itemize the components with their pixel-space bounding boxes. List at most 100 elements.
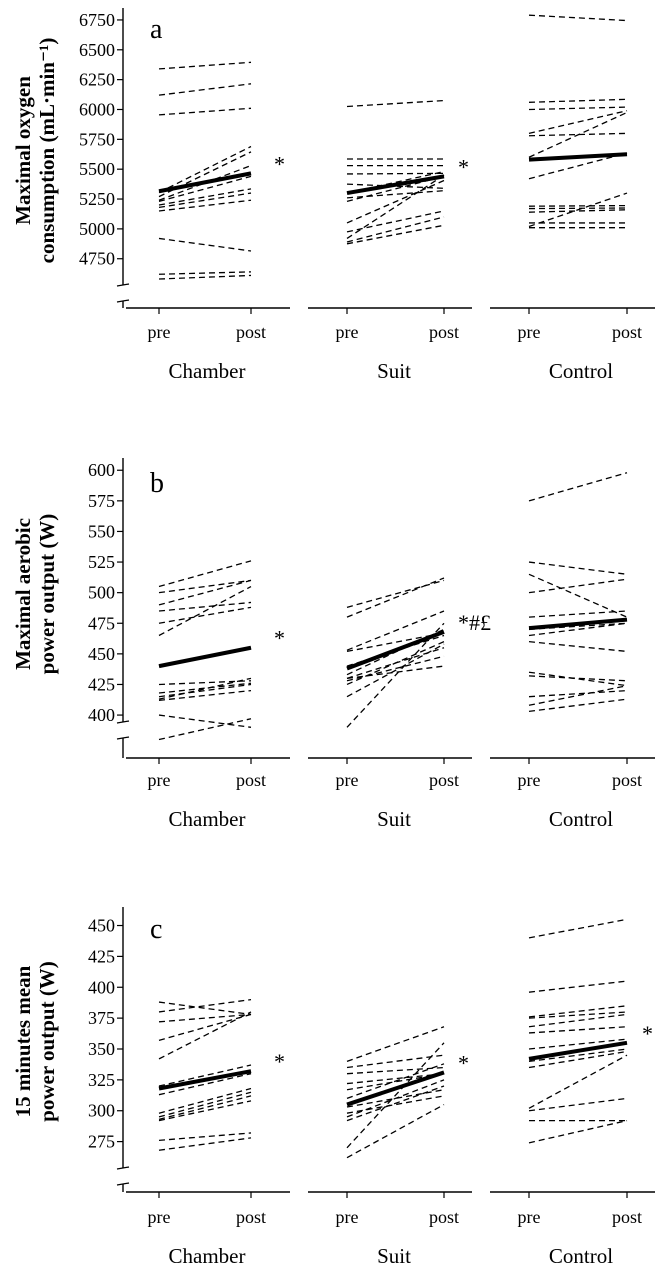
individual-line [528,1119,628,1144]
individual-line [158,1091,252,1118]
individual-line [528,14,628,22]
individual-line [528,1013,628,1028]
individual-line [528,1005,628,1018]
individual-line [528,622,628,637]
individual-line [346,1026,445,1062]
individual-line [346,641,445,686]
individual-line [528,98,628,103]
y-tick-label: 275 [88,1132,115,1152]
condition-label: Suit [377,807,411,831]
individual-line [158,164,252,201]
individual-line [346,1066,445,1075]
group-suit: pre post Suit *#£ [308,577,491,831]
y-axis-label: 15 minutes mean [11,965,35,1117]
individual-line [528,1011,628,1019]
individual-line [346,1042,445,1149]
significance-marker: * [458,1050,469,1075]
mean-line [528,1040,628,1061]
mean-line [158,1069,252,1091]
y-tick-label: 575 [88,491,115,511]
condition-label: Chamber [169,359,246,383]
individual-line [528,622,628,631]
mean-line [528,617,628,631]
x-tick-label-post: post [236,1207,266,1227]
y-tick-label: 550 [88,521,115,541]
y-tick-label: 425 [88,674,115,694]
panel-a: 4750 5000 5250 5500 5750 6000 6250 6500 6750 Maxi… [11,8,655,383]
condition-label: Chamber [169,807,246,831]
x-tick-label-pre: pre [336,1207,359,1227]
y-axis-label: power output (W) [35,961,59,1122]
panel-label: b [150,468,164,499]
x-tick-label-post: post [429,770,459,790]
individual-line [158,680,252,686]
individual-line [158,579,252,594]
individual-line [346,655,445,682]
individual-line [158,192,252,209]
individual-line [158,274,252,280]
individual-line [528,132,628,137]
individual-line [528,918,628,939]
individual-line [528,685,628,706]
individual-line [528,610,628,618]
individual-line [528,207,628,210]
individual-line [158,175,252,203]
individual-line [346,210,445,233]
individual-line [158,1011,252,1060]
y-tick-label: 375 [88,1008,115,1028]
y-axis-label: consumption (mL·min⁻¹) [35,38,59,264]
condition-label: Suit [377,359,411,383]
y-axis-label: Maximal oxygen [11,76,35,225]
mean-line [158,645,252,669]
individual-line [528,152,628,180]
condition-label: Control [549,807,613,831]
group-control: pre post Control [490,472,655,831]
axis-break-mark [116,1182,130,1186]
panel-b: 400 425 450 475 500 525 550 575 600 Maximal aerob… [11,458,655,831]
individual-line [346,1063,445,1099]
individual-line [528,1026,628,1034]
x-tick-label-post: post [612,1207,642,1227]
x-tick-label-pre: pre [518,322,541,342]
individual-line [158,1064,252,1087]
x-tick-label-pre: pre [336,322,359,342]
individual-line [158,1132,252,1142]
individual-line [346,1054,445,1069]
individual-line [346,1089,445,1108]
significance-marker: * [274,151,285,176]
group-suit: pre post Suit * [308,1026,472,1268]
individual-line [346,183,445,189]
x-tick-label-pre: pre [518,1207,541,1227]
individual-line [346,579,445,608]
y-tick-label: 450 [88,644,115,664]
significance-marker: * [458,154,469,179]
x-tick-label-pre: pre [148,770,171,790]
individual-line [528,106,628,111]
individual-line [346,1095,445,1114]
mean-line [346,174,445,196]
group-suit: pre post Suit * [308,99,472,383]
individual-line [158,145,252,194]
individual-line [346,622,445,728]
axis-break-mark [116,1166,130,1170]
y-tick-label: 5250 [79,189,115,209]
individual-line [158,151,252,198]
individual-line [528,111,628,158]
x-tick-label-pre: pre [336,770,359,790]
x-tick-label-post: post [429,322,459,342]
y-tick-label: 325 [88,1070,115,1090]
individual-line [346,1073,445,1085]
individual-line [528,1038,628,1050]
y-tick-label: 400 [88,977,115,997]
individual-line [528,1054,628,1109]
x-tick-label-post: post [236,770,266,790]
group-chamber: pre post Chamber * [126,61,290,383]
individual-line [346,190,445,199]
y-tick-label: 600 [88,460,115,480]
individual-line [158,1095,252,1121]
condition-label: Control [549,1244,613,1268]
individual-line [528,573,628,618]
individual-line [528,980,628,993]
